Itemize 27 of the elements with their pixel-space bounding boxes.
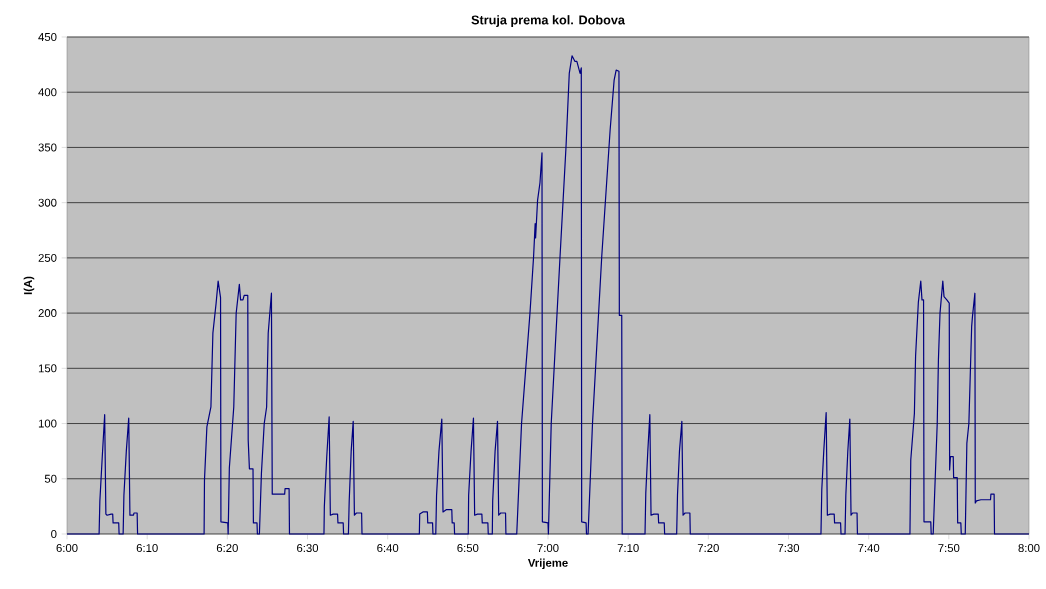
x-tick-label: 7:20 <box>697 544 719 553</box>
y-tick-label: 400 <box>38 88 57 97</box>
y-tick-label: 0 <box>51 529 57 538</box>
x-tick-label: 7:40 <box>858 544 880 553</box>
y-tick-label: 50 <box>44 474 57 483</box>
x-tick-label: 7:50 <box>938 544 960 553</box>
y-tick-label: 100 <box>38 419 57 428</box>
y-tick-label: 450 <box>38 32 57 41</box>
y-tick-label: 300 <box>38 198 57 207</box>
y-tick-label: 350 <box>38 143 57 152</box>
x-tick-label: 8:00 <box>1018 544 1040 553</box>
x-tick-label: 7:00 <box>537 544 559 553</box>
chart-title: Struja prema kol. Dobova <box>471 15 626 27</box>
x-tick-label: 6:50 <box>457 544 479 553</box>
y-tick-label: 150 <box>38 364 57 373</box>
line-series <box>66 55 1030 535</box>
x-tick-label: 6:30 <box>297 544 319 553</box>
x-tick-label: 6:10 <box>136 544 158 553</box>
x-tick-label: 6:00 <box>56 544 78 553</box>
x-tick-label: 6:20 <box>216 544 238 553</box>
y-axis-title: I(A) <box>23 276 35 295</box>
y-tick-label: 250 <box>38 253 57 262</box>
y-tick-label: 200 <box>38 309 57 318</box>
x-tick-label: 7:10 <box>617 544 639 553</box>
x-axis-title: Vrijeme <box>527 558 568 570</box>
x-tick-label: 7:30 <box>778 544 800 553</box>
x-tick-label: 6:40 <box>377 544 399 553</box>
